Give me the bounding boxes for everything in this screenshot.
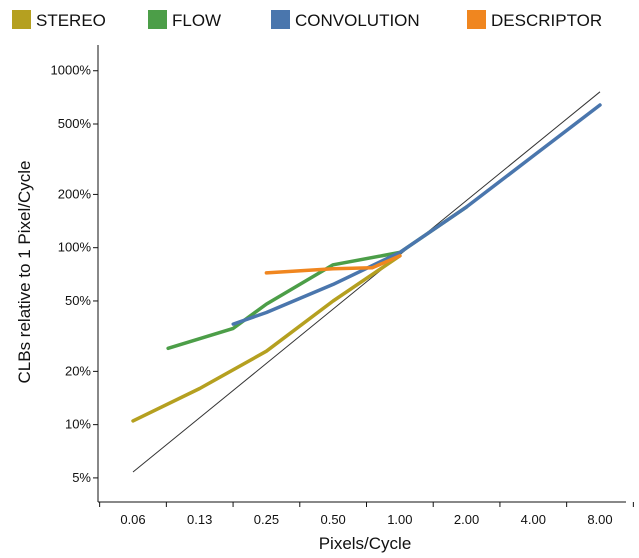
- legend: STEREO FLOW CONVOLUTION DESCRIPTOR: [12, 10, 602, 30]
- x-tick-label: 0.25: [254, 512, 279, 527]
- legend-swatch-flow: [148, 10, 167, 29]
- y-tick-label: 100%: [58, 240, 92, 255]
- axes: [97, 45, 626, 503]
- y-tick-label: 50%: [65, 293, 91, 308]
- y-tick-label: 5%: [72, 470, 91, 485]
- legend-label-convolution: CONVOLUTION: [295, 11, 420, 30]
- x-tick-label: 0.13: [187, 512, 212, 527]
- legend-label-descriptor: DESCRIPTOR: [491, 11, 602, 30]
- x-tick-label: 4.00: [521, 512, 546, 527]
- y-tick-label: 200%: [58, 186, 92, 201]
- legend-swatch-descriptor: [467, 10, 486, 29]
- plot-lines: [131, 91, 602, 473]
- y-tick-label: 1000%: [51, 63, 92, 78]
- y-axis-title: CLBs relative to 1 Pixel/Cycle: [15, 161, 34, 384]
- x-ticks: 0.06 0.13 0.25 0.50 1.00 2.00 4.00 8.00: [99, 502, 634, 527]
- series-line-flow: [166, 205, 469, 351]
- legend-swatch-stereo: [12, 10, 31, 29]
- series-line-convolution: [231, 103, 602, 326]
- x-tick-label: 1.00: [387, 512, 412, 527]
- x-tick-label: 0.50: [320, 512, 345, 527]
- x-tick-label: 0.06: [120, 512, 145, 527]
- legend-label-flow: FLOW: [172, 11, 221, 30]
- legend-label-stereo: STEREO: [36, 11, 106, 30]
- y-tick-label: 20%: [65, 363, 91, 378]
- reference-line: [132, 91, 601, 473]
- legend-swatch-convolution: [271, 10, 290, 29]
- y-tick-label: 500%: [58, 116, 92, 131]
- y-tick-label: 10%: [65, 417, 91, 432]
- y-ticks: 5% 10% 20% 50% 100% 200% 500% 1000%: [51, 63, 98, 485]
- x-axis-title: Pixels/Cycle: [319, 534, 412, 553]
- series-line-stereo: [131, 254, 402, 423]
- series-line-descriptor: [264, 254, 402, 275]
- x-tick-label: 8.00: [587, 512, 612, 527]
- x-tick-label: 2.00: [454, 512, 479, 527]
